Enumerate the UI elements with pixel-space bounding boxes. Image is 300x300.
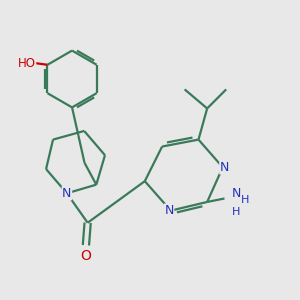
Text: N: N [232, 187, 241, 200]
Text: N: N [62, 187, 72, 200]
Text: HO: HO [18, 57, 36, 70]
Text: O: O [80, 249, 92, 263]
Text: H: H [232, 207, 240, 217]
Text: N: N [164, 204, 174, 217]
Text: N: N [220, 161, 229, 174]
Text: H: H [241, 194, 249, 205]
